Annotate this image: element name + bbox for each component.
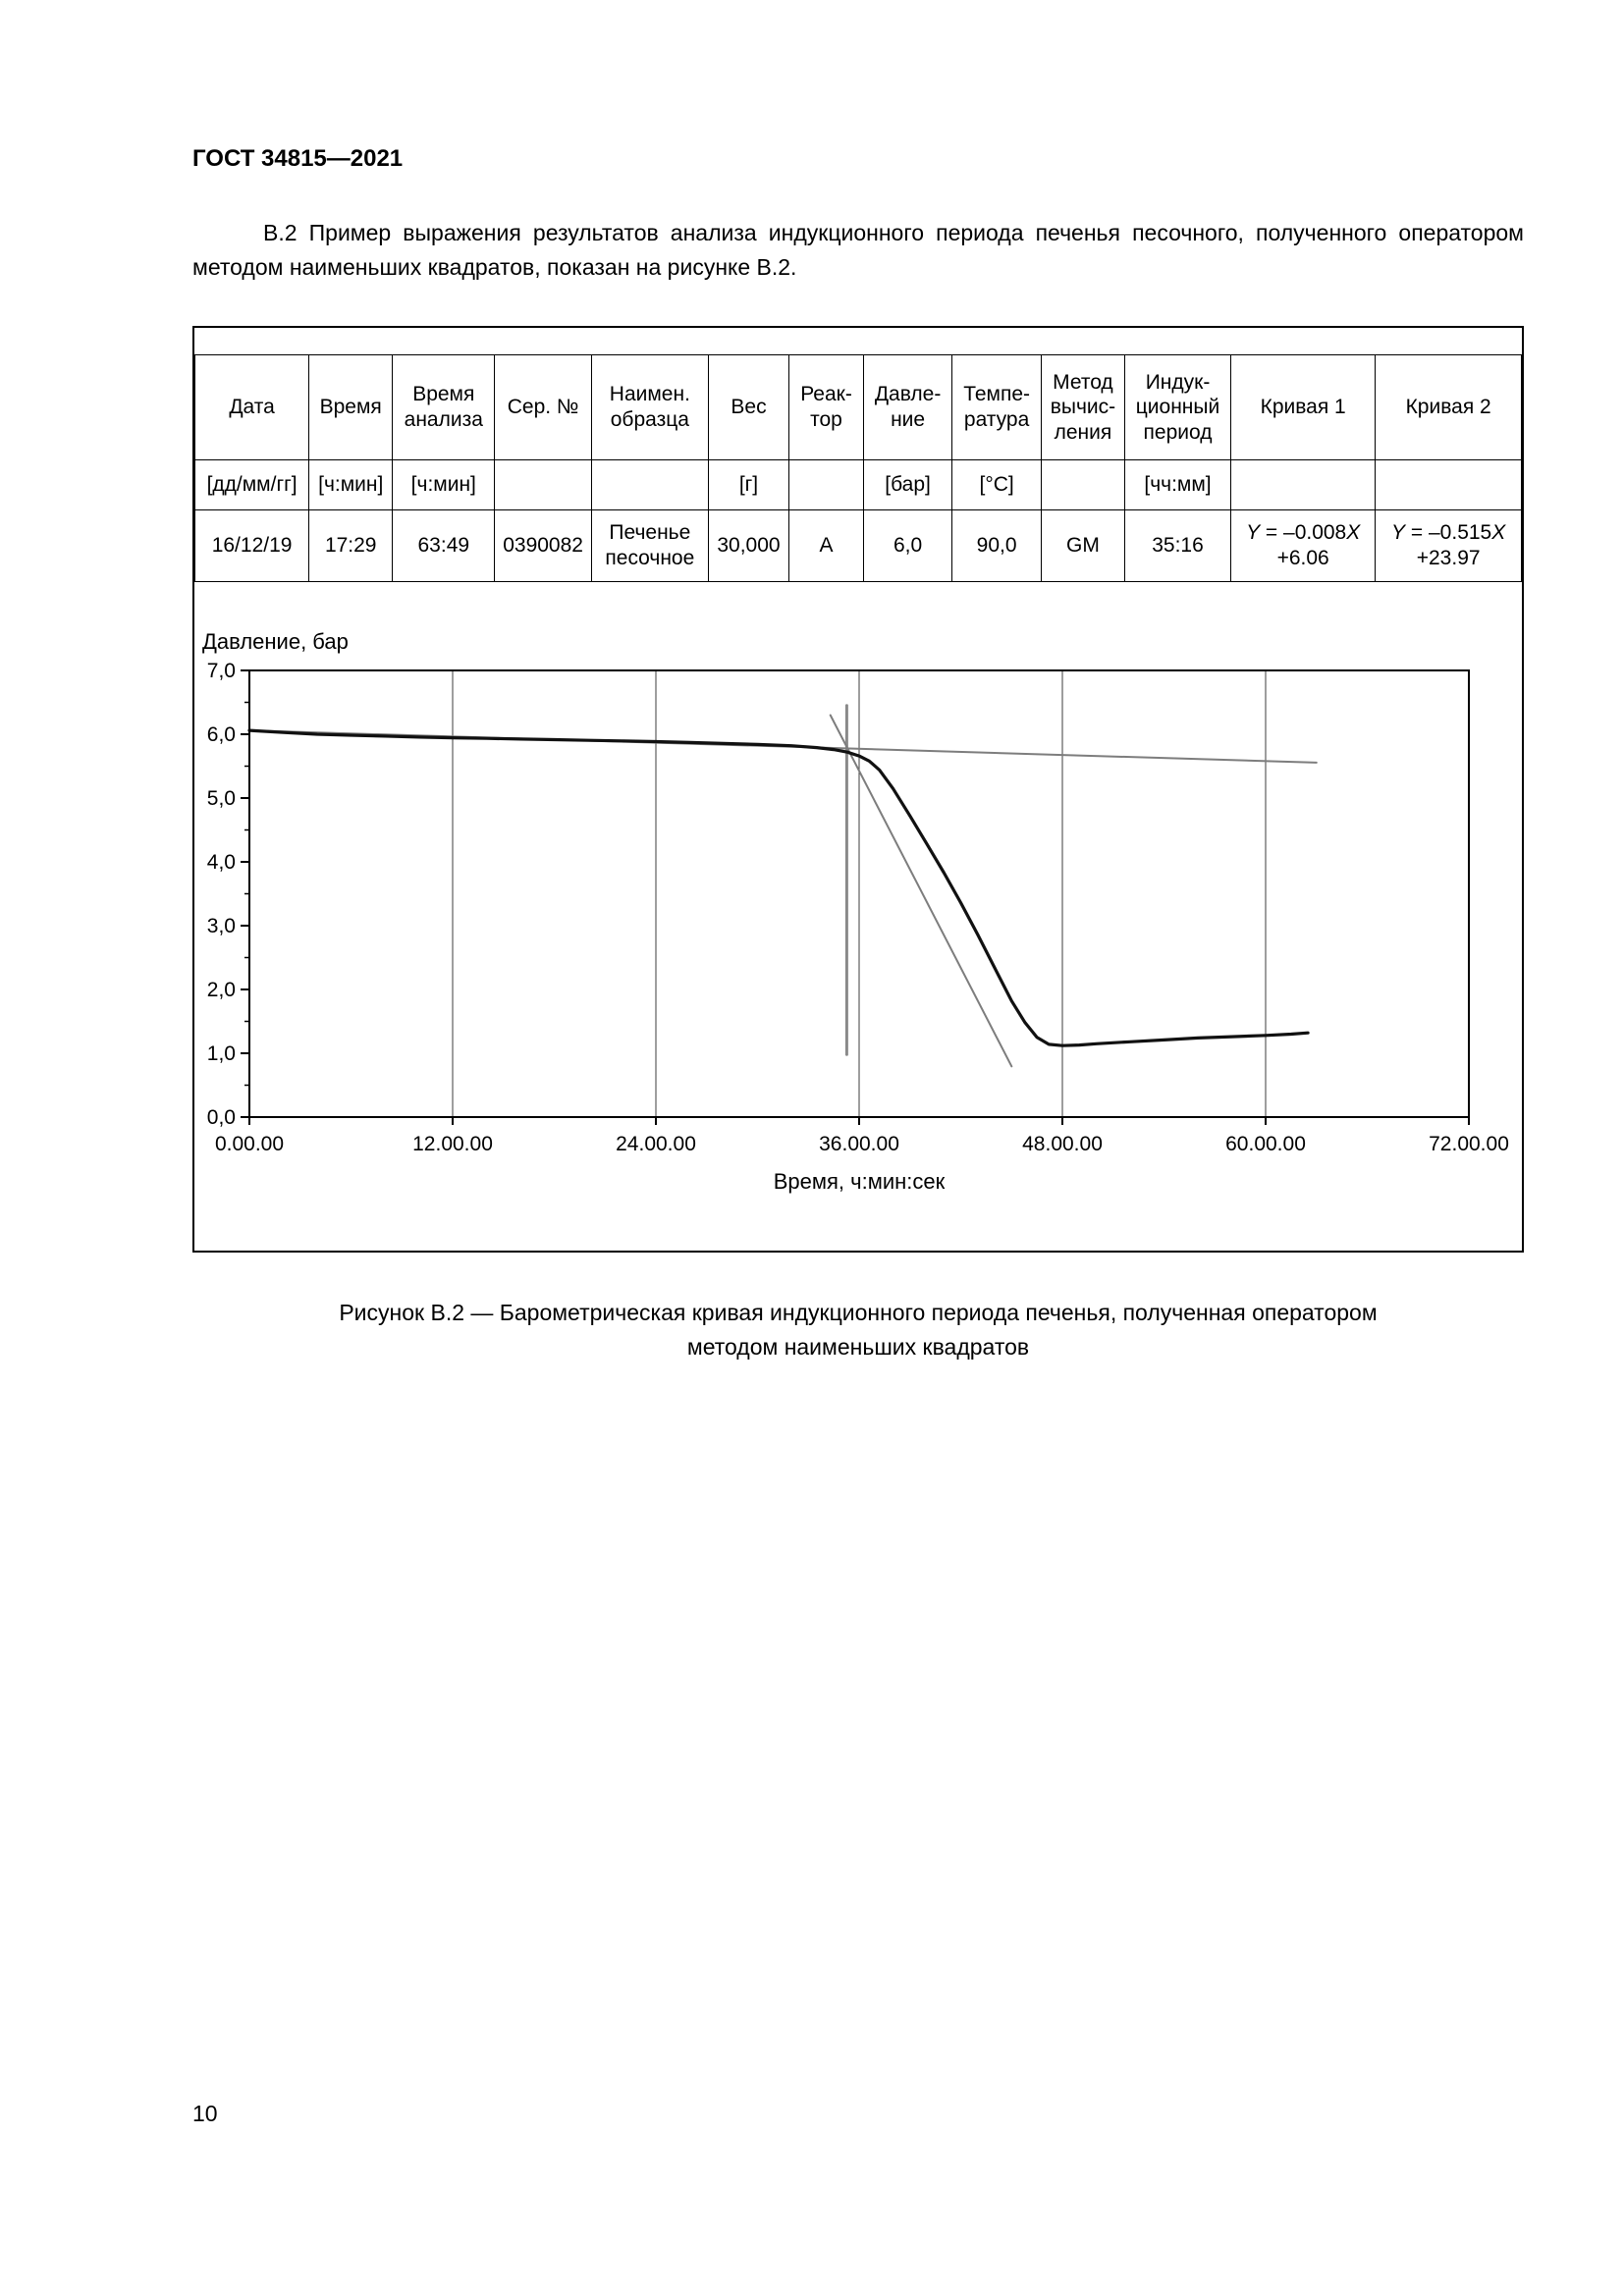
x-tick-label: 24.00.00 (616, 1133, 696, 1155)
table-row-value: 16/12/19 17:29 63:49 0390082 Печенье песочно… (193, 509, 1522, 582)
cell-value-0: 16/12/19 (193, 509, 310, 582)
cell-unit-3 (494, 459, 592, 510)
cell-header-5: Вес (707, 354, 790, 460)
results-table: Дата Время Время анализа Сер. № Наимен. обра… (193, 354, 1522, 582)
cell-value-1: 17:29 (308, 509, 394, 582)
y-tick-label: 5,0 (207, 787, 236, 810)
y-tick-label: 6,0 (207, 723, 236, 746)
cell-unit-4 (590, 459, 709, 510)
cell-header-7: Давле- ние (862, 354, 953, 460)
y-tick-label: 3,0 (207, 915, 236, 937)
cell-value-11: Y = –0.008X +6.06 (1230, 509, 1377, 582)
cell-unit-12 (1375, 459, 1522, 510)
x-axis-label: Время, ч:мин:сек (774, 1169, 946, 1194)
cell-header-9: Метод вычис- ления (1040, 354, 1125, 460)
cell-unit-10: [чч:мм] (1123, 459, 1232, 510)
cell-unit-9 (1040, 459, 1125, 510)
cell-value-6: А (788, 509, 864, 582)
cell-unit-7: [бар] (862, 459, 953, 510)
cell-unit-6 (788, 459, 864, 510)
cell-unit-2: [ч:мин] (392, 459, 496, 510)
x-tick-label: 0.00.00 (215, 1133, 284, 1155)
cell-value-2: 63:49 (392, 509, 496, 582)
x-tick-label: 60.00.00 (1225, 1133, 1306, 1155)
y-axis-label: Давление, бар (202, 629, 349, 654)
cell-unit-5: [г] (707, 459, 790, 510)
pressure-chart: 0,0 1,0 2,0 3,0 4,0 5,0 6,0 7,0 0.00.00 12.00.00 2… (207, 660, 1509, 1194)
cell-value-7: 6,0 (862, 509, 953, 582)
table-row-header: Дата Время Время анализа Сер. № Наимен. обра… (193, 354, 1522, 460)
cell-header-8: Темпе- ратура (951, 354, 1042, 460)
pressure-curve (247, 728, 1310, 1047)
cell-value-4: Печенье песочное (590, 509, 709, 582)
cell-unit-11 (1230, 459, 1377, 510)
x-tick-label: 72.00.00 (1429, 1133, 1509, 1155)
y-tick-label: 0,0 (207, 1106, 236, 1129)
cell-header-4: Наимен. образца (590, 354, 709, 460)
y-tick-label: 7,0 (207, 660, 236, 682)
cell-value-8: 90,0 (951, 509, 1042, 582)
x-tick-label: 48.00.00 (1022, 1133, 1103, 1155)
cell-value-12: Y = –0.515X +23.97 (1375, 509, 1522, 582)
x-tick-label: 36.00.00 (819, 1133, 899, 1155)
cell-header-1: Время (308, 354, 394, 460)
cell-header-2: Время анализа (392, 354, 496, 460)
cell-header-3: Сер. № (494, 354, 592, 460)
cell-value-9: GM (1040, 509, 1125, 582)
page-number: 10 (192, 2101, 218, 2126)
cell-header-0: Дата (193, 354, 310, 460)
y-tick-label: 4,0 (207, 851, 236, 874)
figure-caption: Рисунок В.2 — Барометрическая кривая инд… (339, 1300, 1378, 1360)
cell-header-10: Индук- ционный период (1123, 354, 1232, 460)
intro-paragraph: В.2 Пример выражения результатов анализа… (192, 220, 1524, 280)
cell-unit-0: [дд/мм/гг] (193, 459, 310, 510)
cell-value-10: 35:16 (1123, 509, 1232, 582)
cell-unit-8: [°С] (951, 459, 1042, 510)
figure-box: Дата Время Время анализа Сер. № Наимен. обра… (192, 326, 1524, 1253)
cell-value-3: 0390082 (494, 509, 592, 582)
cell-value-5: 30,000 (707, 509, 790, 582)
least-squares-line-2 (829, 714, 1013, 1068)
cell-header-12: Кривая 2 (1375, 354, 1522, 460)
y-tick-label: 2,0 (207, 979, 236, 1001)
cell-unit-1: [ч:мин] (308, 459, 394, 510)
cell-header-6: Реак- тор (788, 354, 864, 460)
table-row-unit: [дд/мм/гг] [ч:мин] [ч:мин] [г] [бар] [°С] [чч:… (193, 459, 1522, 510)
document-number: ГОСТ 34815—2021 (192, 145, 404, 172)
cell-header-11: Кривая 1 (1230, 354, 1377, 460)
y-tick-label: 1,0 (207, 1042, 236, 1065)
x-tick-label: 12.00.00 (412, 1133, 493, 1155)
